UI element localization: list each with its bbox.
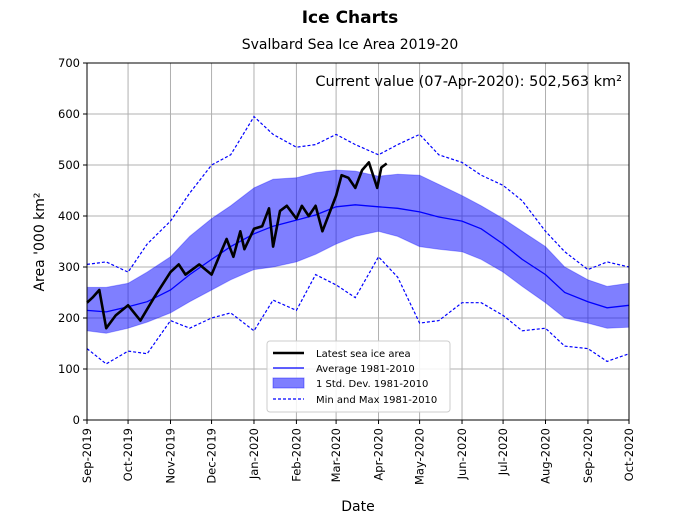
- x-tick-label: Oct-2019: [121, 428, 135, 481]
- latest-line: [86, 161, 388, 330]
- x-tick-label: Oct-2020: [622, 428, 636, 481]
- legend-std-label: 1 Std. Dev. 1981-2010: [316, 379, 428, 390]
- y-tick-label: 500: [58, 158, 80, 172]
- chart-subtitle: Svalbard Sea Ice Area 2019-20: [241, 37, 459, 53]
- y-tick-label: 0: [73, 413, 80, 427]
- x-axis-label: Date: [341, 499, 374, 515]
- legend-box: [266, 340, 451, 413]
- x-tick-label: May-2020: [413, 428, 427, 485]
- legend-minmax-label: Min and Max 1981-2010: [316, 395, 437, 406]
- x-tick-label: Nov-2019: [163, 428, 177, 484]
- y-tick-label: 400: [58, 209, 80, 223]
- max-line: [86, 115, 630, 273]
- x-tick-label: Dec-2019: [205, 428, 219, 484]
- x-tick-label: Aug-2020: [539, 428, 553, 484]
- x-tick-label: Sep-2019: [80, 428, 94, 483]
- axes: 0 100 200 300 400 500 600 700 Sep-2019 Oct-2019 No…: [58, 56, 636, 485]
- y-tick-label: 700: [58, 56, 80, 70]
- y-tick-label: 300: [58, 260, 80, 274]
- plot-frame: [86, 62, 630, 421]
- x-tick-label: Sep-2020: [581, 428, 595, 483]
- min-line: [86, 255, 630, 365]
- x-tick-label: Jul-2020: [496, 428, 510, 476]
- x-tick-label: Feb-2020: [289, 428, 303, 482]
- chart-title: Ice Charts: [301, 8, 399, 28]
- current-value-annotation: Current value (07-Apr-2020): 502,563 km²: [315, 74, 622, 90]
- legend-average-label: Average 1981-2010: [316, 364, 415, 375]
- y-axis-label: Area '000 km²: [32, 192, 48, 291]
- x-tick-label: Apr-2020: [372, 428, 386, 481]
- x-tick-label: Mar-2020: [329, 428, 343, 482]
- series-layer: [86, 115, 630, 365]
- average-line: [86, 204, 630, 313]
- std-dev-band: [86, 169, 630, 334]
- x-tick-label: Jun-2020: [455, 428, 469, 480]
- x-tick-label: Jan-2020: [247, 428, 261, 480]
- legend-latest-label: Latest sea ice area: [316, 349, 411, 360]
- y-tick-label: 200: [58, 311, 80, 325]
- legend: Latest sea ice area Average 1981-2010 1 …: [266, 340, 451, 413]
- y-tick-label: 600: [58, 107, 80, 121]
- y-tick-label: 100: [58, 362, 80, 376]
- legend-std-swatch: [272, 377, 305, 389]
